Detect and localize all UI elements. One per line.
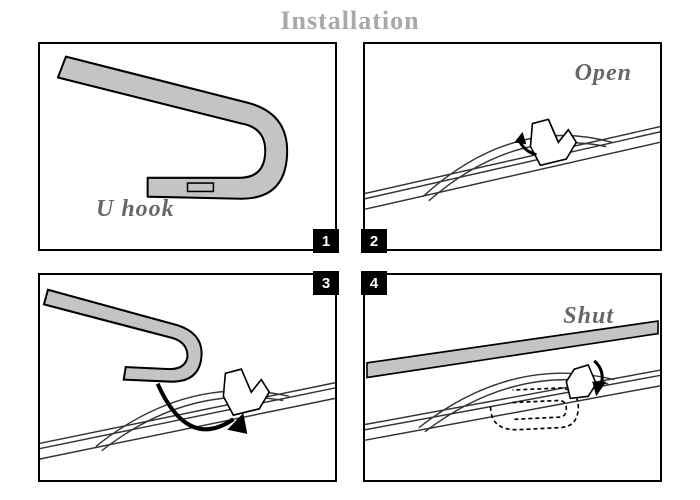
step-badge-2: 2 (361, 229, 387, 253)
page-title: Installation (0, 6, 700, 36)
panel-4: Shut 4 (363, 273, 662, 482)
caption-open: Open (575, 60, 632, 87)
panel-2: Open 2 (363, 42, 662, 251)
step-badge-3: 3 (313, 271, 339, 295)
attach-illustration (38, 273, 337, 482)
u-hook-illustration (38, 42, 337, 251)
step-badge-4: 4 (361, 271, 387, 295)
step-badge-1: 1 (313, 229, 339, 253)
panel-3: 3 (38, 273, 337, 482)
instruction-grid: U hook 1 Open 2 (38, 42, 662, 482)
panel-1: U hook 1 (38, 42, 337, 251)
caption-shut: Shut (563, 303, 614, 330)
caption-u-hook: U hook (96, 196, 175, 223)
shut-illustration (363, 273, 662, 482)
